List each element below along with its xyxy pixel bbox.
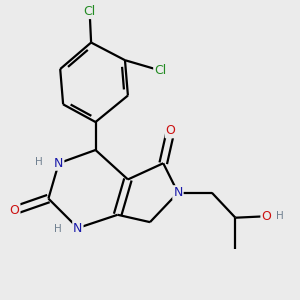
Text: H: H bbox=[54, 224, 62, 235]
Text: N: N bbox=[173, 186, 183, 199]
Text: O: O bbox=[166, 124, 176, 137]
Text: O: O bbox=[10, 204, 20, 217]
Text: H: H bbox=[35, 157, 43, 167]
Text: N: N bbox=[73, 221, 83, 235]
Text: H: H bbox=[276, 211, 283, 221]
Text: Cl: Cl bbox=[154, 64, 167, 77]
Text: O: O bbox=[261, 210, 271, 223]
Text: N: N bbox=[54, 157, 63, 170]
Text: Cl: Cl bbox=[83, 5, 96, 18]
